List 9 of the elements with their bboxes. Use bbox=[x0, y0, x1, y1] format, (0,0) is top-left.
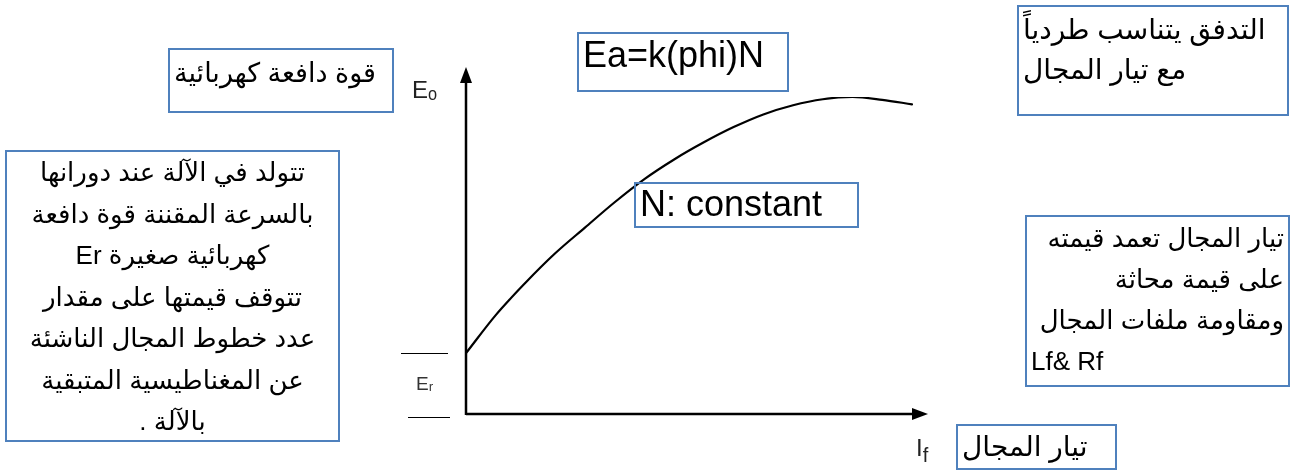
text: Eᵣ bbox=[416, 372, 434, 396]
text: Ea=k(phi)N bbox=[583, 34, 765, 76]
text: التدفق يتناسب طردياً مع تيار المجال bbox=[1023, 10, 1266, 88]
y-axis-title: Eₒ bbox=[412, 76, 438, 104]
text: قوة دافعة كهربائية bbox=[174, 57, 377, 91]
text: تتولد في الآلة عند دورانها بالسرعة المقننة قوة دافعة كهربائية صغيرة Er تتوقف قيمتها على مقدار عدد خطوط المجال الناشئة عن المغناطيسية المتبقية بالآلة . bbox=[29, 156, 316, 438]
text: تيار المجال bbox=[962, 430, 1088, 465]
x-axis-title: I$_{f}$ bbox=[916, 434, 929, 468]
annotation: N: constant bbox=[640, 183, 823, 225]
